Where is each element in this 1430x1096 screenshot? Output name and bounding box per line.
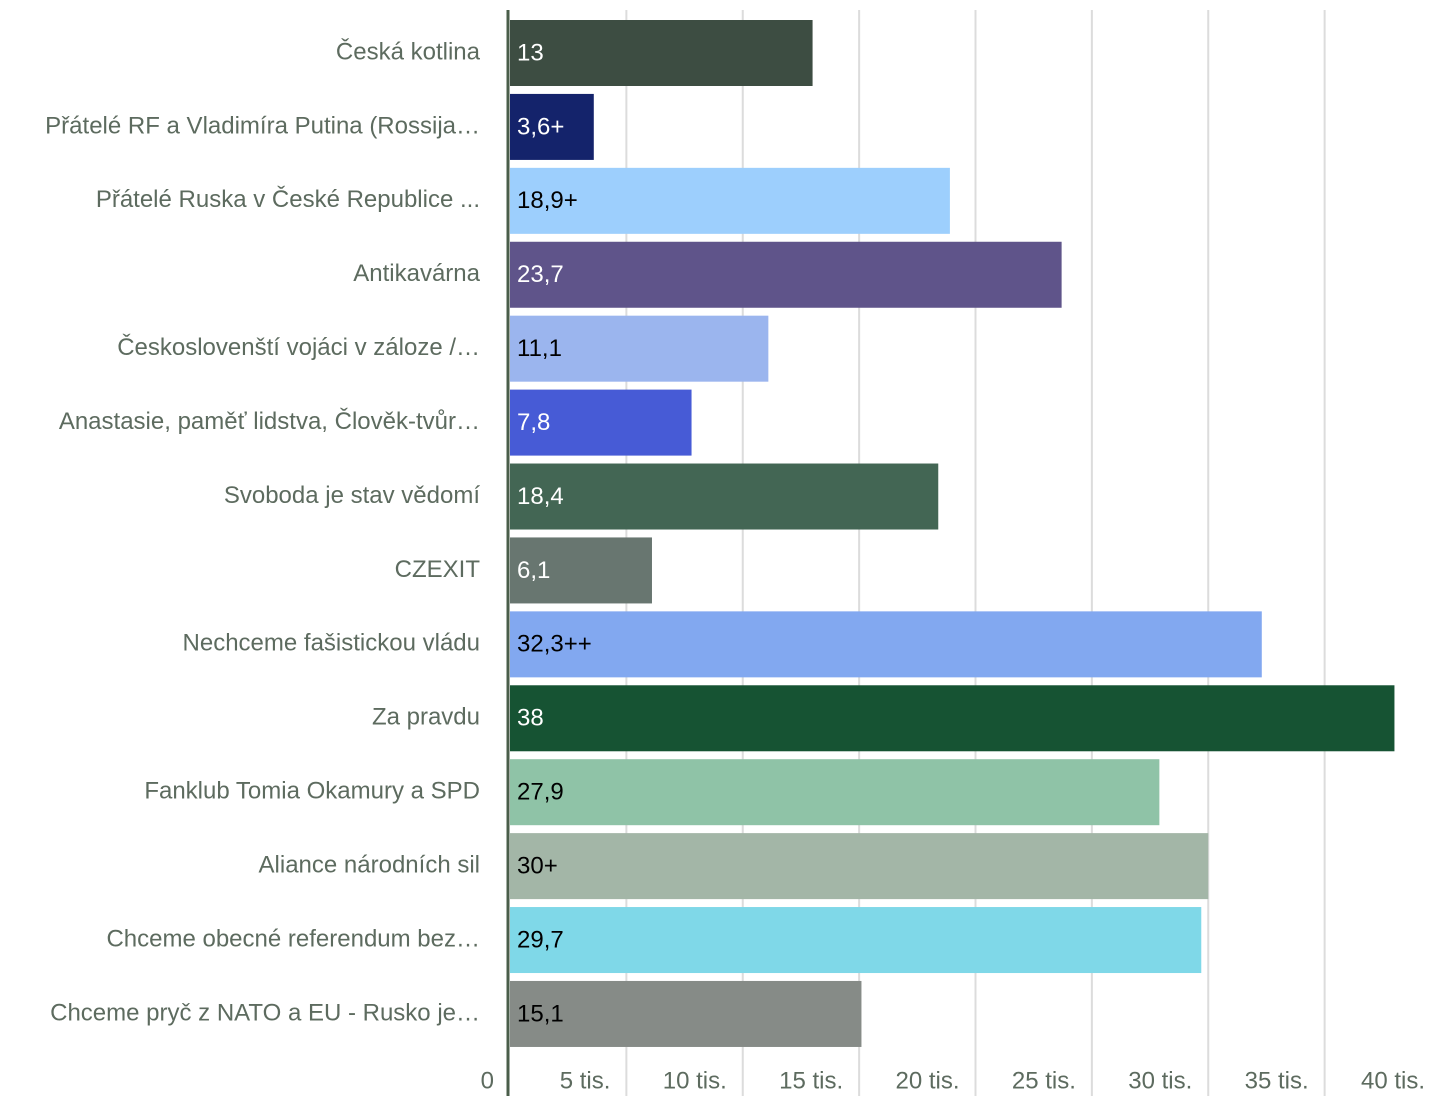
- bar: [510, 980, 862, 1047]
- bar-value-label: 30+: [517, 852, 558, 879]
- bar-value-label: 27,9: [517, 779, 564, 806]
- category-label: Svoboda je stav vědomí: [224, 482, 480, 509]
- bar: [510, 389, 692, 456]
- x-tick-label: 20 tis.: [895, 1067, 959, 1094]
- category-label: Přátelé RF a Vladimíra Putina (Rossija…: [45, 112, 480, 139]
- bar: [510, 907, 1202, 974]
- category-label: Fanklub Tomia Okamury a SPD: [144, 778, 480, 805]
- bar: [510, 759, 1160, 826]
- category-label: Antikavárna: [353, 260, 480, 287]
- bar-value-label: 18,4: [517, 483, 564, 510]
- category-label: CZEXIT: [395, 556, 481, 583]
- bar-value-label: 11,1: [517, 335, 562, 362]
- x-tick-label: 30 tis.: [1128, 1067, 1192, 1094]
- bar-value-label: 13: [517, 39, 544, 66]
- category-label: Nechceme fašistickou vládu: [183, 630, 480, 657]
- bar-value-label: 32,3++: [517, 631, 592, 658]
- x-tick-label: 0: [481, 1067, 494, 1094]
- bar: [510, 93, 594, 160]
- bar-value-label: 23,7: [517, 261, 564, 288]
- category-label: Přátelé Ruska v České Republice ...: [96, 185, 480, 213]
- x-tick-label: 35 tis.: [1245, 1067, 1309, 1094]
- x-tick-label: 10 tis.: [663, 1067, 727, 1094]
- bar: [510, 611, 1262, 678]
- category-label: Chceme pryč z NATO a EU - Rusko je…: [50, 999, 480, 1026]
- bar-value-label: 7,8: [517, 409, 550, 436]
- bar-value-label: 15,1: [517, 1000, 564, 1027]
- bar: [510, 20, 813, 86]
- x-tick-label: 25 tis.: [1012, 1067, 1076, 1094]
- bar-value-label: 18,9+: [517, 187, 578, 214]
- x-tick-label: 40 tis.: [1361, 1067, 1425, 1094]
- x-tick-label: 15 tis.: [779, 1067, 843, 1094]
- bar: [510, 167, 950, 234]
- category-label: Za pravdu: [372, 704, 480, 731]
- bar-value-label: 38: [517, 705, 544, 732]
- x-tick-label: 5 tis.: [560, 1067, 611, 1094]
- category-label: Aliance národních sil: [259, 851, 480, 878]
- bar: [510, 685, 1395, 752]
- category-label: Chceme obecné referendum bez…: [106, 925, 480, 952]
- bar: [510, 463, 939, 530]
- bar: [510, 537, 652, 604]
- bar-value-label: 6,1: [517, 557, 550, 584]
- category-label: Anastasie, paměť lidstva, Člověk-tvůr…: [59, 407, 480, 435]
- bar: [510, 241, 1062, 308]
- bar-value-label: 29,7: [517, 926, 564, 953]
- category-label: Českoslovenští vojáci v záloze /…: [117, 333, 480, 361]
- bar-value-label: 3,6+: [517, 113, 564, 140]
- bar: [510, 315, 769, 382]
- bar: [510, 833, 1209, 900]
- bars: 13 3,6+ 18,9+ 23,7 11,1 7,8 18,4 6,1 32,3++ 38 27,…: [510, 20, 1395, 1047]
- category-label: Česká kotlina: [336, 37, 481, 65]
